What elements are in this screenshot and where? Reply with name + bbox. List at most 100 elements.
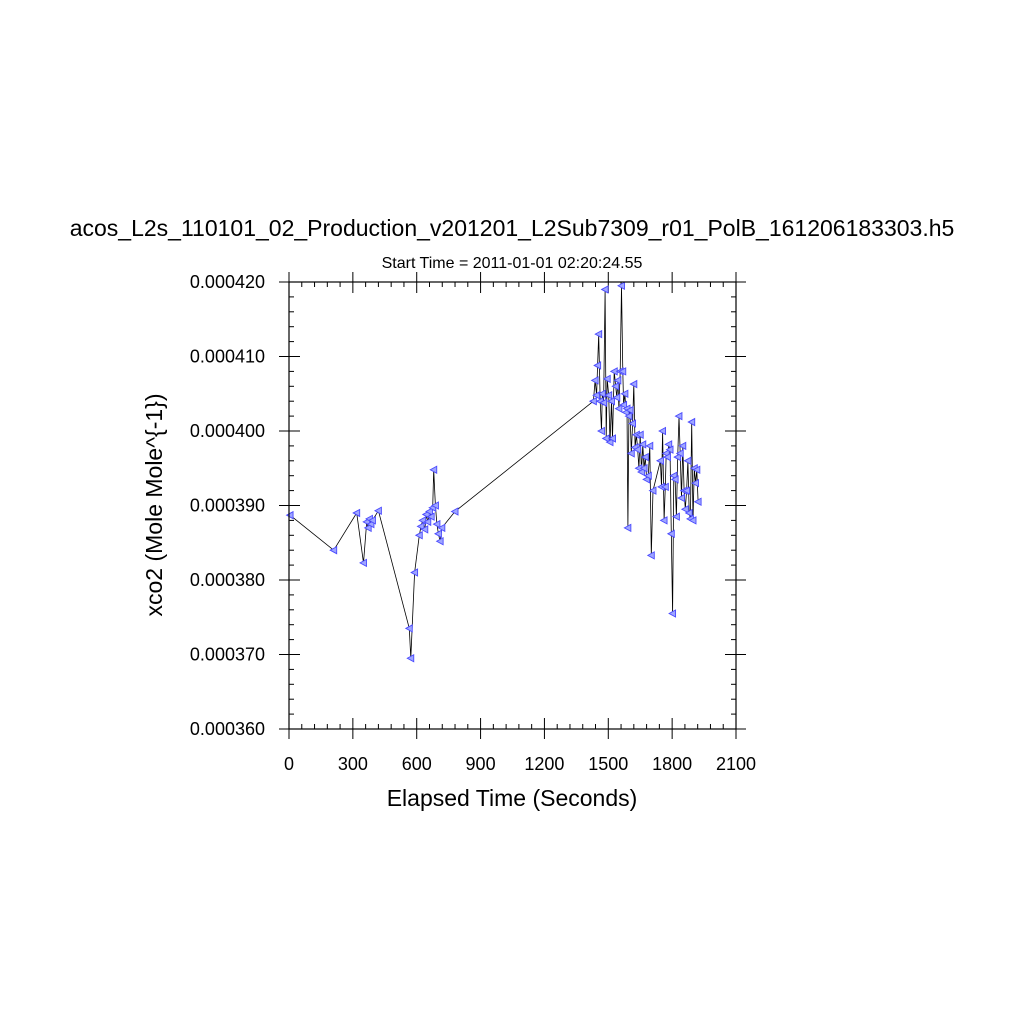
data-point (684, 508, 693, 518)
x-tick-label: 0 (284, 754, 294, 774)
data-point (670, 475, 679, 484)
y-tick-label: 0.000390 (190, 496, 265, 516)
data-point (683, 456, 692, 466)
data-point (620, 389, 629, 399)
chart-subtitle: Start Time = 2011-01-01 02:20:24.55 (382, 255, 643, 272)
data-point (645, 441, 654, 451)
data-point (600, 285, 609, 294)
data-point (607, 396, 615, 406)
data-point (658, 426, 667, 436)
data-point (618, 367, 627, 376)
data-point (666, 529, 675, 539)
data-point (624, 411, 633, 421)
data-point (613, 376, 622, 385)
data-point (430, 501, 439, 510)
data-point (594, 329, 603, 339)
data-point (433, 529, 442, 539)
data-point (406, 653, 415, 663)
y-tick-label: 0.000380 (190, 570, 265, 590)
data-point (659, 516, 668, 525)
data-point (617, 281, 625, 290)
data-point (680, 504, 689, 514)
plot-frame (288, 281, 737, 730)
data-point (660, 482, 669, 492)
data-point (404, 624, 413, 633)
data-point (611, 382, 620, 391)
data-point (646, 551, 655, 560)
data-point (426, 512, 435, 521)
series-layer (285, 281, 702, 663)
data-point (629, 379, 638, 389)
data-point (359, 558, 367, 568)
data-point (599, 398, 608, 407)
data-point (329, 545, 338, 555)
data-point (648, 486, 657, 495)
data-point (435, 537, 444, 546)
x-tick-label: 600 (402, 754, 432, 774)
data-point (429, 465, 438, 474)
data-point (423, 517, 432, 527)
data-point (671, 512, 680, 521)
data-point (682, 486, 691, 495)
series-line (289, 285, 699, 659)
data-point (597, 389, 606, 399)
data-point (367, 516, 376, 525)
x-tick-label: 1200 (524, 754, 564, 774)
data-point (619, 400, 628, 410)
y-tick-label: 0.000400 (190, 421, 265, 441)
data-point (673, 452, 682, 462)
data-point (633, 445, 642, 454)
data-point (677, 493, 685, 503)
data-point (687, 417, 696, 427)
x-tick-label: 300 (338, 754, 368, 774)
data-point (602, 374, 611, 384)
data-point (678, 441, 687, 451)
chart-title: acos_L2s_110101_02_Production_v201201_L2… (70, 215, 955, 241)
data-point (691, 478, 700, 488)
data-point (420, 525, 429, 534)
data-point (437, 523, 446, 533)
data-point (416, 522, 425, 531)
x-axis-label: Elapsed Time (Seconds) (387, 785, 638, 811)
data-point (674, 411, 683, 421)
y-tick-label: 0.000370 (190, 645, 265, 665)
x-tick-label: 1800 (652, 754, 692, 774)
data-point (664, 440, 673, 449)
data-point (637, 467, 645, 477)
data-point (605, 437, 614, 447)
axes-layer: 0 300 600 900 1200 1500 1800 2100 0.000360 0.0003… (190, 272, 756, 774)
data-point (668, 609, 677, 618)
data-point (608, 434, 616, 443)
data-point (692, 465, 701, 474)
data-point (450, 507, 459, 516)
x-tick-label: 1500 (588, 754, 628, 774)
data-point (614, 404, 623, 413)
data-point (414, 531, 423, 540)
data-point (352, 508, 361, 518)
data-point (643, 471, 652, 480)
data-point (612, 393, 621, 402)
data-point (623, 523, 632, 533)
data-point (410, 568, 419, 577)
y-tick-label: 0.000360 (190, 719, 265, 739)
data-point (285, 510, 294, 520)
data-point (432, 519, 441, 529)
y-tick-label: 0.000420 (190, 272, 265, 292)
x-tick-label: 2100 (716, 754, 756, 774)
y-axis-label: xco2 (Mole Mole^{-1}) (141, 394, 167, 617)
data-point (663, 452, 671, 462)
data-point (639, 463, 648, 473)
data-point (418, 516, 427, 525)
data-point (693, 497, 702, 507)
data-point (373, 506, 382, 515)
data-point (665, 445, 674, 454)
data-point (628, 419, 637, 428)
data-point (640, 452, 649, 462)
data-point (425, 507, 433, 516)
data-point (635, 430, 644, 439)
data-point (363, 523, 372, 533)
data-point (593, 361, 602, 370)
data-point (592, 390, 601, 400)
